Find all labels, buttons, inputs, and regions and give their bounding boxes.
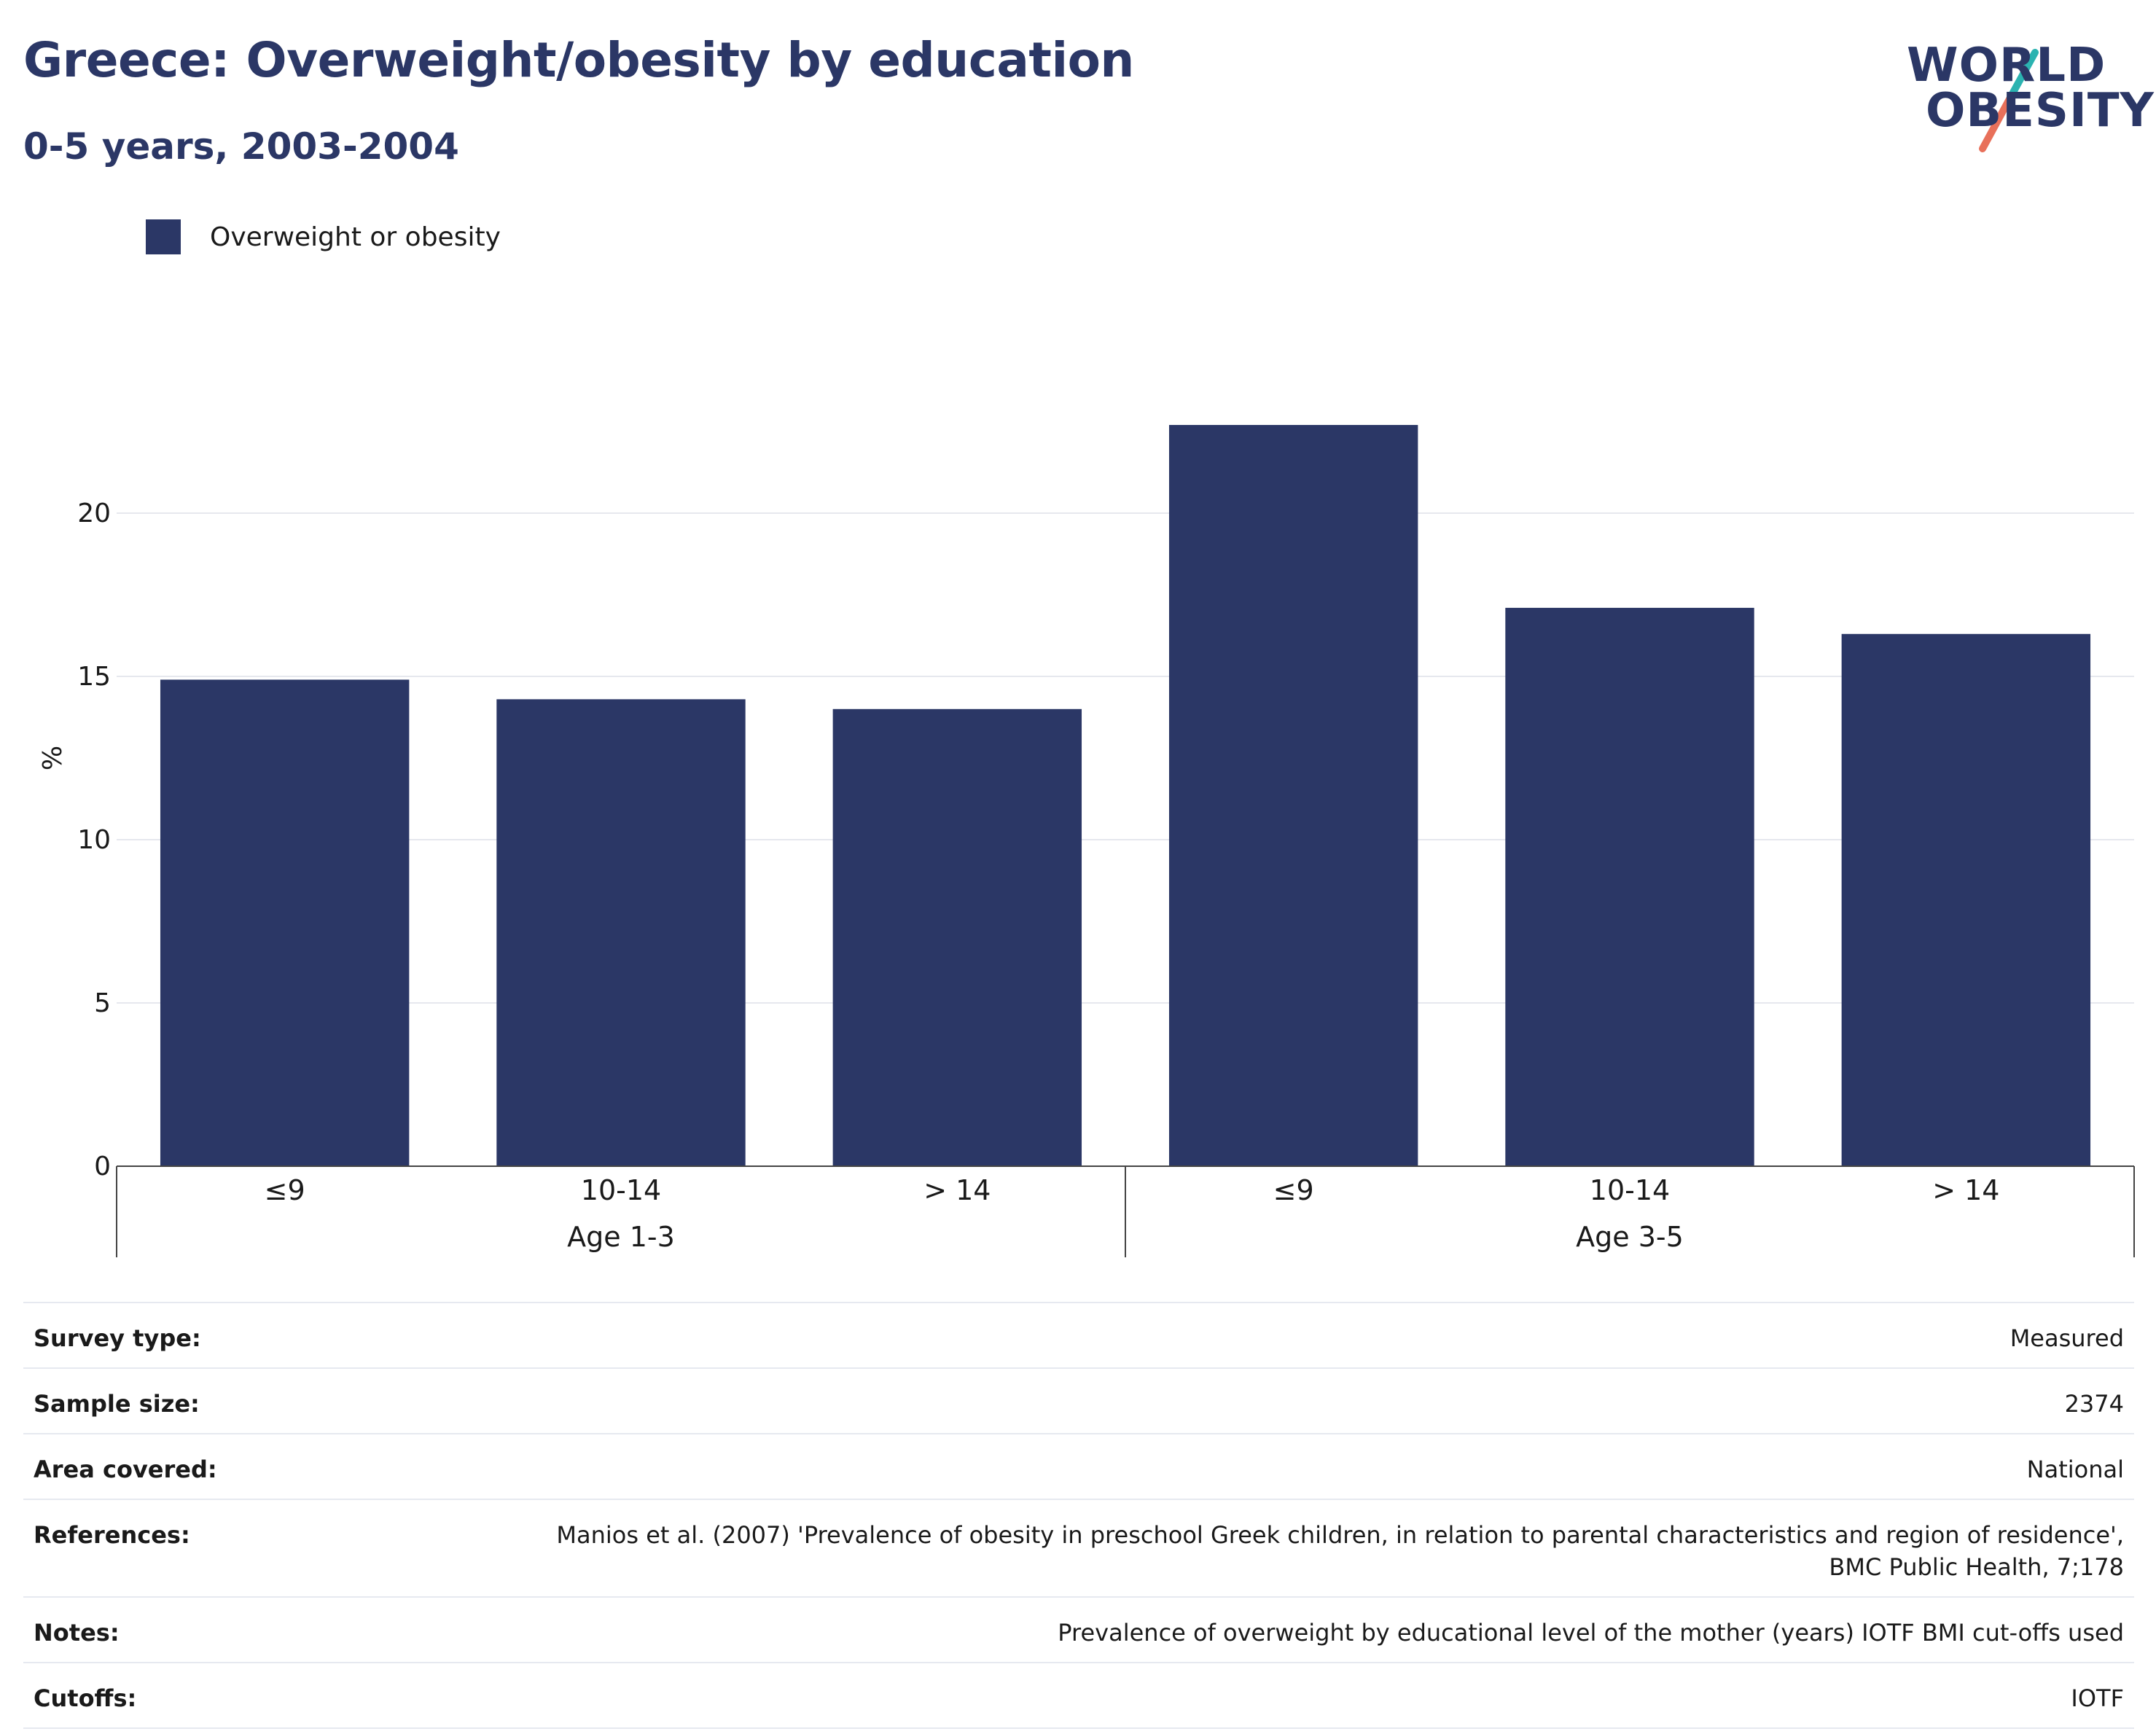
bar — [1168, 425, 1418, 1166]
x-tick-label: 10-14 — [1590, 1174, 1670, 1206]
info-row: Survey type: Measured — [23, 1302, 2134, 1367]
y-tick-label: 0 — [94, 1152, 111, 1182]
y-tick-label: 10 — [77, 825, 111, 855]
bar-chart: 0 5 10 15 20% ≤9 10-14 > 14 Age 1-3 ≤9 10-14 > 14 Ag… — [38, 425, 2135, 1257]
info-label: Area covered: — [34, 1456, 217, 1483]
info-row: Cutoffs: IOTF — [23, 1662, 2134, 1729]
info-row: Area covered: National — [23, 1433, 2134, 1499]
info-value: Measured — [2009, 1324, 2124, 1352]
logo-slash-icon — [1979, 49, 2039, 152]
legend[interactable]: Overweight or obesity — [146, 219, 501, 255]
info-label: Notes: — [34, 1619, 120, 1647]
info-label: References: — [34, 1521, 190, 1549]
bar — [496, 699, 746, 1166]
bar — [1505, 607, 1754, 1166]
info-row: References: Manios et al. (2007) 'Prevale… — [23, 1499, 2134, 1596]
info-value: National — [2026, 1456, 2124, 1483]
y-tick-label: 15 — [77, 662, 111, 692]
bar — [160, 679, 410, 1166]
world-obesity-logo: WORLD OBESITY — [1895, 20, 2154, 159]
y-axis-label: % — [38, 746, 68, 770]
x-group-label: Age 3-5 — [1576, 1221, 1684, 1253]
info-row: Notes: Prevalence of overweight by educat… — [23, 1596, 2134, 1662]
y-tick-label: 20 — [77, 499, 111, 528]
x-tick-label: ≤9 — [265, 1174, 305, 1206]
logo-text-obesity: OBESITY — [1926, 84, 2155, 138]
y-tick-label: 5 — [94, 988, 111, 1018]
bar — [832, 708, 1082, 1166]
survey-info-table: Survey type: Measured Sample size: 2374 Area… — [23, 1302, 2134, 1729]
x-group-label: Age 1-3 — [567, 1221, 675, 1253]
info-value: Manios et al. (2007) 'Prevalence of obes… — [556, 1521, 2124, 1581]
info-label: Sample size: — [34, 1390, 200, 1418]
info-value: Prevalence of overweight by educational … — [1058, 1619, 2124, 1647]
info-label: Survey type: — [34, 1324, 201, 1352]
chart-title: Greece: Overweight/obesity by education — [23, 32, 1134, 88]
x-tick-label: > 14 — [923, 1174, 991, 1206]
logo-text-world: WORLD — [1907, 39, 2106, 93]
bar — [1841, 633, 2091, 1166]
legend-label: Overweight or obesity — [210, 222, 501, 252]
x-tick-label: ≤9 — [1273, 1174, 1314, 1206]
chart-subtitle: 0-5 years, 2003-2004 — [23, 125, 459, 168]
info-value: 2374 — [2064, 1390, 2124, 1418]
legend-swatch — [146, 219, 181, 254]
x-tick-label: 10-14 — [581, 1174, 661, 1206]
info-value: IOTF — [2071, 1684, 2124, 1712]
x-tick-label: > 14 — [1932, 1174, 1999, 1206]
info-label: Cutoffs: — [34, 1684, 137, 1712]
info-row: Sample size: 2374 — [23, 1367, 2134, 1433]
